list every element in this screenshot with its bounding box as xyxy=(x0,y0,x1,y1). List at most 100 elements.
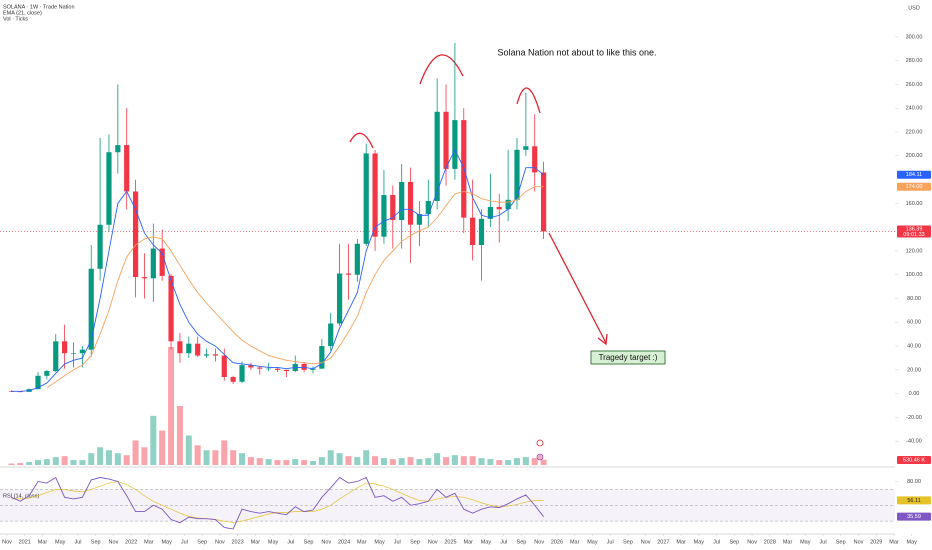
candle-body xyxy=(177,341,183,354)
x-tick-label: Nov xyxy=(321,539,331,545)
x-tick-label: Jul xyxy=(713,539,720,545)
y-tick-label: 20.00 xyxy=(907,367,921,373)
countdown: 09:01:33 xyxy=(903,232,924,238)
rsi-ma-line xyxy=(11,481,544,524)
candle-body xyxy=(390,195,396,221)
price-tag-bg xyxy=(897,170,931,179)
y-tick-label: -20.00 xyxy=(906,415,922,421)
volume-bar xyxy=(61,456,68,465)
candle-body xyxy=(239,365,245,382)
x-tick-label: 2025 xyxy=(444,539,456,545)
volume-bar xyxy=(247,457,254,465)
candle-body xyxy=(17,391,23,393)
volume-bar xyxy=(185,435,192,465)
arrow-head xyxy=(597,333,608,346)
y-tick-label: 160.00 xyxy=(906,201,923,207)
price-tag: 184.11 xyxy=(906,172,922,178)
x-tick-label: 2021 xyxy=(19,539,31,545)
y-tick-label: 300.00 xyxy=(906,34,923,40)
x-tick-label: Mar xyxy=(144,539,154,545)
candle-body xyxy=(274,368,281,370)
volume-bar xyxy=(505,460,512,465)
candle-body xyxy=(212,354,219,356)
x-tick-label: May xyxy=(907,539,918,545)
x-tick-label: May xyxy=(55,539,66,545)
volume-bar xyxy=(26,462,33,465)
volume-bar xyxy=(478,458,485,465)
volume-bar xyxy=(540,459,547,465)
x-tick-label: 2024 xyxy=(338,539,350,545)
rsi-line xyxy=(11,476,544,530)
volume-bar xyxy=(132,440,139,465)
candle-body xyxy=(203,354,210,356)
rsi-title: RSI (14, close) xyxy=(3,493,40,499)
candle-body xyxy=(186,343,192,354)
x-tick-label: Nov xyxy=(534,539,544,545)
peak-arc xyxy=(516,87,541,114)
indicator-label: EMA (21, close) xyxy=(3,10,42,16)
candle-body xyxy=(514,149,520,200)
volume-bar xyxy=(35,460,42,465)
volume-bar xyxy=(203,450,210,465)
event-icon[interactable] xyxy=(536,439,544,447)
y-tick-label: 240.00 xyxy=(906,106,923,112)
candle-body xyxy=(443,111,449,169)
x-tick-label: Sep xyxy=(729,539,739,545)
volume-bar xyxy=(469,456,476,465)
x-tick-label: Sep xyxy=(623,539,633,545)
peak-arc xyxy=(419,54,464,85)
candle-body xyxy=(221,355,227,377)
volume-bar xyxy=(372,456,379,465)
x-tick-label: May xyxy=(374,539,385,545)
ema-line xyxy=(11,148,544,392)
volume-bar xyxy=(425,458,432,465)
volume-bar xyxy=(256,458,263,465)
candle-body xyxy=(266,368,272,370)
candle-body xyxy=(115,145,121,153)
candle-body xyxy=(505,199,511,210)
volume-bar xyxy=(345,456,352,465)
volume-bar xyxy=(194,445,201,465)
volume-bar xyxy=(79,460,86,465)
x-tick-label: May xyxy=(481,539,492,545)
candle-body xyxy=(230,376,236,382)
volume-bar xyxy=(301,460,308,465)
candle-body xyxy=(523,146,529,150)
x-tick-label: Nov xyxy=(109,539,119,545)
x-tick-label: 2029 xyxy=(870,539,882,545)
peak-arc xyxy=(349,132,374,149)
x-tick-label: 2026 xyxy=(551,539,563,545)
volume-bar xyxy=(389,459,396,465)
price-tag-bg xyxy=(897,225,931,238)
target-box xyxy=(590,350,666,365)
volume-bar xyxy=(123,455,130,465)
volume-bar xyxy=(230,450,237,465)
rsi-tick-label: 80.00 xyxy=(907,479,921,485)
candle-body xyxy=(248,365,254,368)
candle-body xyxy=(532,146,538,173)
x-tick-label: Nov xyxy=(2,539,12,545)
volume-bar xyxy=(434,453,441,465)
volume-bar xyxy=(168,347,175,465)
volume-bar xyxy=(354,457,361,465)
x-tick-label: May xyxy=(694,539,705,545)
volume-bar xyxy=(363,450,370,465)
candle-body xyxy=(53,341,59,372)
price-tag-bg xyxy=(897,182,931,191)
x-tick-label: Mar xyxy=(676,539,686,545)
x-tick-label: Nov xyxy=(428,539,438,545)
candle-body xyxy=(62,341,68,354)
event-icon[interactable] xyxy=(536,453,544,461)
x-tick-label: Sep xyxy=(304,539,314,545)
x-tick-label: Jul xyxy=(820,539,827,545)
candle-body xyxy=(150,248,156,279)
target-label: Tragedy target :) xyxy=(599,353,658,362)
volume-bar xyxy=(407,457,414,465)
x-tick-label: Nov xyxy=(854,539,864,545)
x-tick-label: 2023 xyxy=(231,539,243,545)
volume-bar xyxy=(265,459,272,465)
volume-bar xyxy=(114,453,121,465)
candle-body xyxy=(434,111,440,201)
x-tick-label: 2028 xyxy=(764,539,776,545)
x-tick-label: Mar xyxy=(463,539,473,545)
